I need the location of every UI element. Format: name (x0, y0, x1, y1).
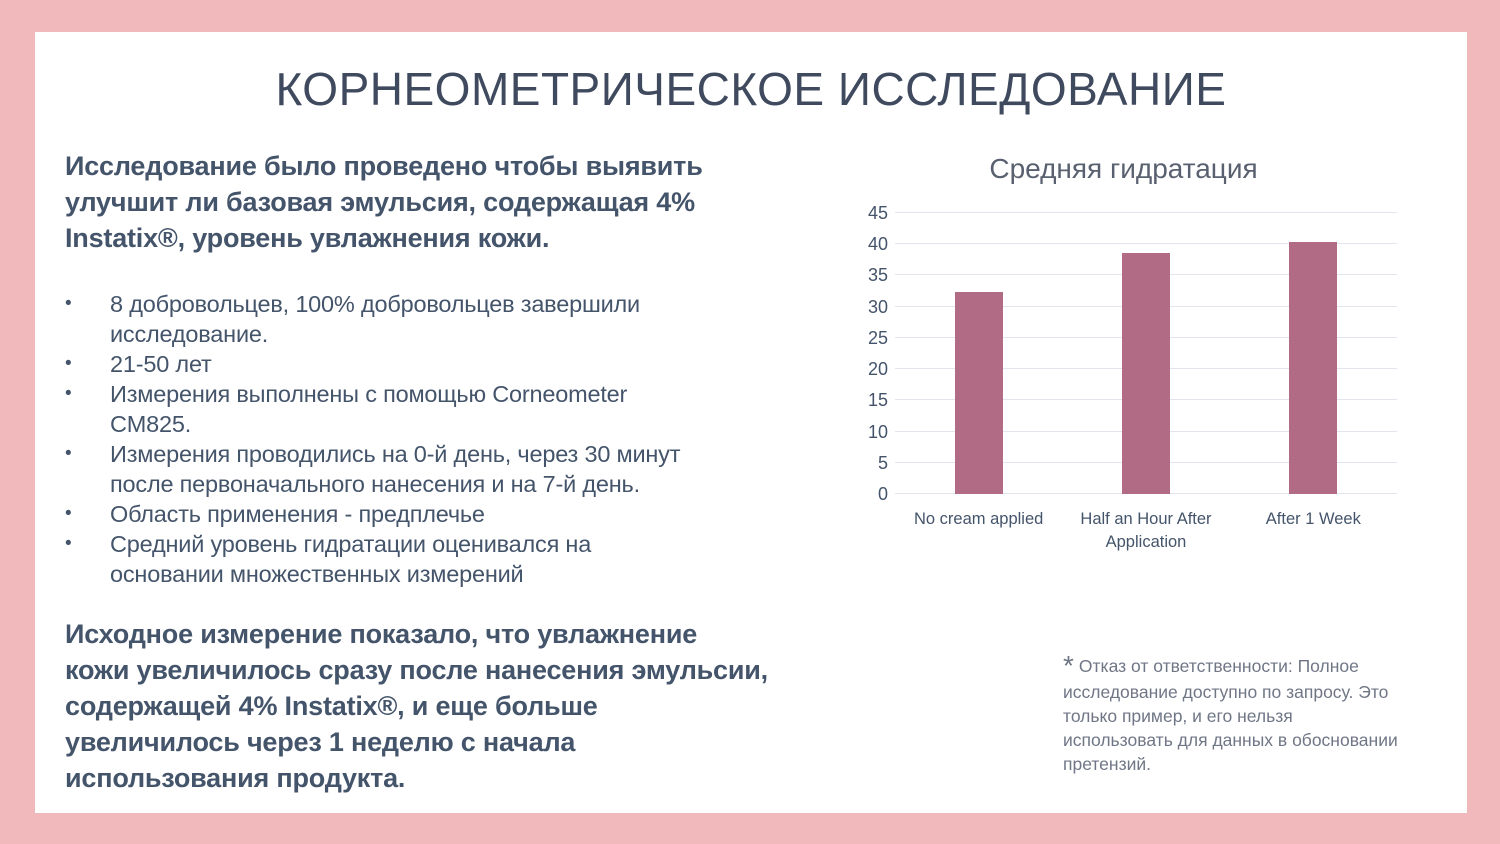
bullet-text: Область применения - предплечье (110, 501, 485, 527)
list-item: • 21-50 лет (65, 349, 765, 379)
bullet-list: • 8 добровольцев, 100% добровольцев заве… (65, 289, 765, 589)
list-item: • Область применения - предплечье (65, 499, 765, 529)
bullet-text: Измерения выполнены с помощью Corneomete… (110, 381, 628, 437)
chart-y-axis: 0 5 10 15 20 25 30 35 40 45 (850, 204, 888, 503)
list-item: • Измерения проводились на 0-й день, чер… (65, 439, 765, 499)
y-tick-label: 30 (867, 296, 888, 317)
y-tick-label: 5 (877, 452, 888, 473)
y-tick-label: 15 (867, 390, 888, 411)
slide-title: КОРНЕОМЕТРИЧЕСКОЕ ИССЛЕДОВАНИЕ (275, 63, 1227, 115)
bullet-icon: • (65, 533, 72, 554)
y-tick-label: 25 (867, 327, 888, 348)
bullet-icon: • (65, 383, 72, 404)
bullet-icon: • (65, 293, 72, 314)
bullet-text: 21-50 лет (110, 351, 212, 377)
slide: КОРНЕОМЕТРИЧЕСКОЕ ИССЛЕДОВАНИЕ Исследова… (35, 32, 1467, 813)
list-item: • 8 добровольцев, 100% добровольцев заве… (65, 289, 765, 349)
x-axis-label: Half an Hour After Application (1080, 510, 1212, 551)
asterisk-icon: * (1063, 650, 1074, 681)
bullet-text: Средний уровень гидратации оценивался на… (110, 531, 592, 587)
y-tick-label: 20 (867, 359, 888, 380)
hydration-bar-chart: Средняя гидратация 0 5 10 15 20 25 30 35 40 45 No… (850, 152, 1397, 554)
y-tick-label: 40 (867, 234, 888, 255)
x-axis-label: After 1 Week (1265, 510, 1361, 528)
intro-paragraph: Исследование было проведено чтобы выявит… (65, 151, 703, 253)
disclaimer-text: Отказ от ответственности: Полное исследо… (1063, 656, 1398, 774)
list-item: • Измерения выполнены с помощью Corneome… (65, 379, 765, 439)
chart-plot-area (895, 212, 1397, 494)
bullet-icon: • (65, 353, 72, 374)
bullet-text: Измерения проводились на 0-й день, через… (110, 441, 681, 497)
y-tick-label: 35 (867, 265, 888, 286)
chart-plot: 0 5 10 15 20 25 30 35 40 45 (850, 204, 1397, 503)
bullet-icon: • (65, 443, 72, 464)
x-axis-label: No cream applied (914, 510, 1044, 528)
chart-title: Средняя гидратация (989, 153, 1258, 184)
gridline (895, 243, 1397, 245)
y-tick-label: 10 (867, 421, 888, 442)
list-item: • Средний уровень гидратации оценивался … (65, 529, 765, 589)
disclaimer: * Отказ от ответственности: Полное исслед… (1063, 652, 1461, 776)
bullet-icon: • (65, 503, 72, 524)
y-tick-label: 45 (867, 203, 888, 223)
chart-bar (1122, 252, 1170, 494)
y-tick-label: 0 (877, 484, 888, 504)
bullet-text: 8 добровольцев, 100% добровольцев заверш… (110, 291, 640, 347)
gridline (895, 212, 1397, 213)
chart-bar (954, 291, 1003, 494)
chart-x-axis: No cream applied Half an Hour After Appli… (895, 494, 1397, 554)
conclusion-paragraph: Исходное измерение показало, что увлажне… (65, 619, 768, 793)
chart-bar (1289, 242, 1338, 494)
